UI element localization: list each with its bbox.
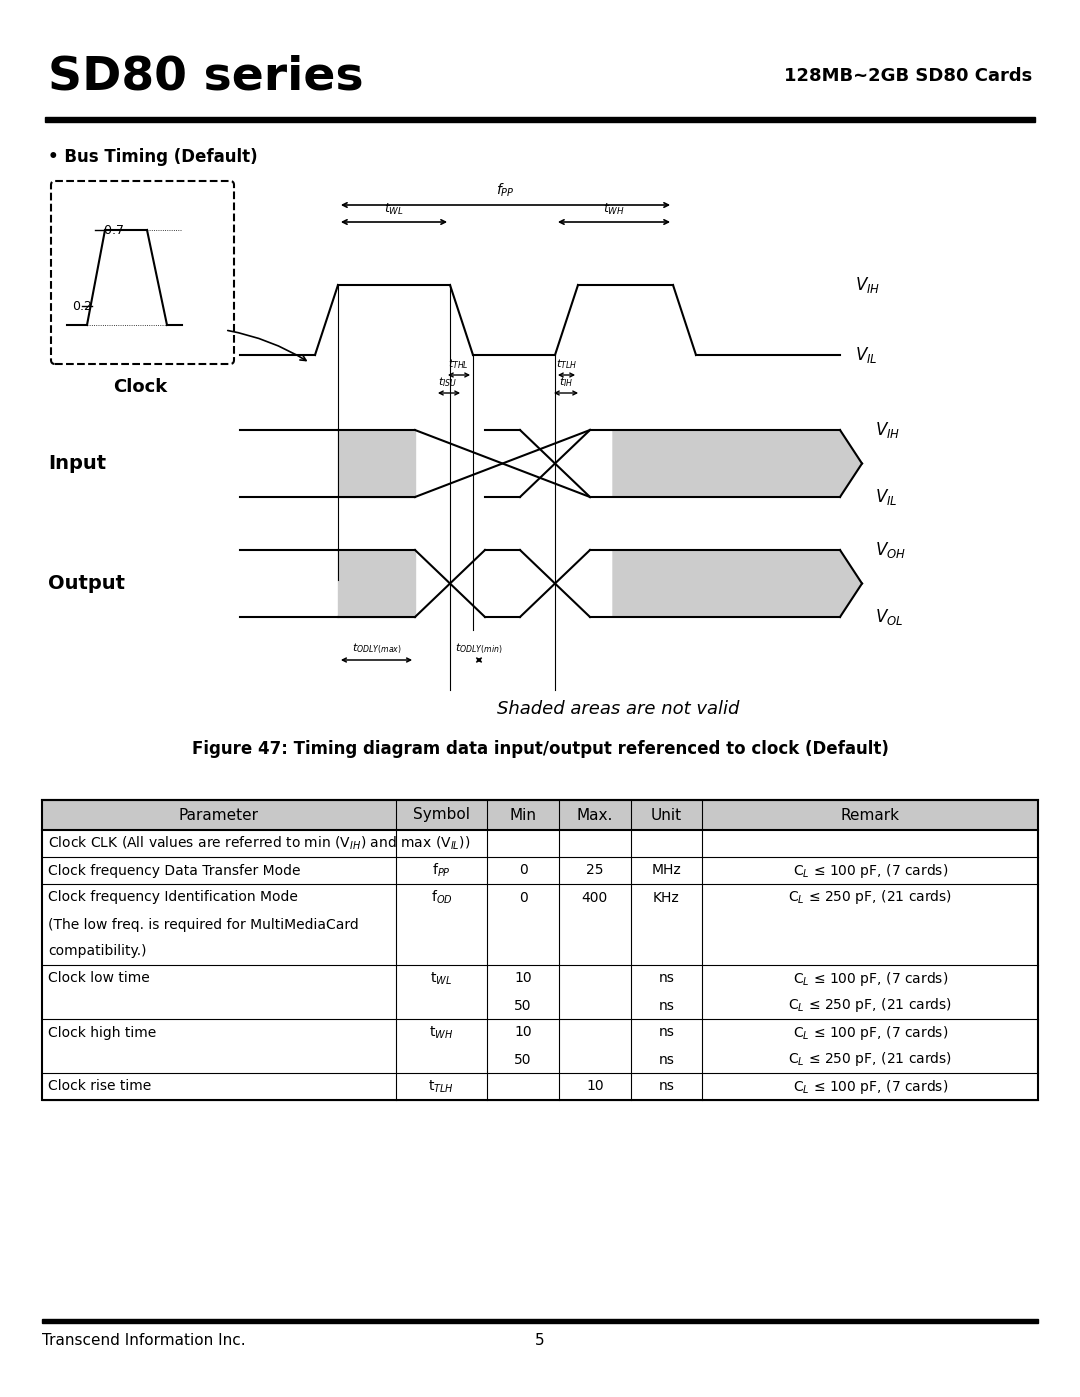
Text: 0.7: 0.7 <box>100 224 124 236</box>
Text: $V_{IL}$: $V_{IL}$ <box>855 345 878 365</box>
Polygon shape <box>613 430 862 497</box>
Text: Max.: Max. <box>577 807 613 823</box>
Text: Symbol: Symbol <box>413 807 470 823</box>
Text: 0: 0 <box>518 890 527 904</box>
Bar <box>42 830 1038 856</box>
Text: $t_{ODLY(max)}$: $t_{ODLY(max)}$ <box>351 641 402 657</box>
Bar <box>42 856 1038 884</box>
Bar <box>45 117 1035 122</box>
Text: Min: Min <box>510 807 537 823</box>
Text: Clock high time: Clock high time <box>48 1025 157 1039</box>
Text: t$_{TLH}$: t$_{TLH}$ <box>429 1078 455 1095</box>
Text: Clock frequency Identification Mode: Clock frequency Identification Mode <box>48 890 298 904</box>
Text: 10: 10 <box>514 971 531 985</box>
Bar <box>338 430 415 497</box>
Text: $f_{PP}$: $f_{PP}$ <box>496 182 515 198</box>
Text: Clock: Clock <box>113 379 167 395</box>
Text: Unit: Unit <box>651 807 683 823</box>
Text: • Bus Timing (Default): • Bus Timing (Default) <box>48 148 258 166</box>
Text: $V_{OL}$: $V_{OL}$ <box>875 608 903 627</box>
Text: 10: 10 <box>586 1080 604 1094</box>
Text: t$_{WL}$: t$_{WL}$ <box>431 971 453 986</box>
Text: 0.2: 0.2 <box>72 299 92 313</box>
Text: 0: 0 <box>518 863 527 877</box>
Text: Remark: Remark <box>840 807 900 823</box>
Text: 50: 50 <box>514 1052 531 1066</box>
Text: Parameter: Parameter <box>179 807 259 823</box>
Bar <box>42 937 1038 965</box>
Text: $t_{IH}$: $t_{IH}$ <box>558 376 573 388</box>
Bar <box>42 965 1038 992</box>
Text: Clock frequency Data Transfer Mode: Clock frequency Data Transfer Mode <box>48 863 300 877</box>
Text: ns: ns <box>659 971 674 985</box>
Bar <box>42 1018 1038 1046</box>
Text: $t_{TLH}$: $t_{TLH}$ <box>556 358 577 372</box>
Bar <box>42 884 1038 911</box>
Text: 50: 50 <box>514 999 531 1013</box>
Text: $V_{IH}$: $V_{IH}$ <box>875 420 901 440</box>
Text: $t_{WH}$: $t_{WH}$ <box>603 203 625 217</box>
Text: C$_L$ ≤ 250 pF, (21 cards): C$_L$ ≤ 250 pF, (21 cards) <box>788 1051 953 1069</box>
Text: ns: ns <box>659 1080 674 1094</box>
Text: MHz: MHz <box>651 863 681 877</box>
Text: C$_L$ ≤ 250 pF, (21 cards): C$_L$ ≤ 250 pF, (21 cards) <box>788 888 953 907</box>
Bar <box>42 800 1038 830</box>
Text: Clock CLK (All values are referred to min (V$_{IH}$) and max (V$_{IL}$)): Clock CLK (All values are referred to mi… <box>48 835 471 852</box>
Text: C$_L$ ≤ 100 pF, (7 cards): C$_L$ ≤ 100 pF, (7 cards) <box>793 1077 948 1095</box>
Text: C$_L$ ≤ 250 pF, (21 cards): C$_L$ ≤ 250 pF, (21 cards) <box>788 996 953 1014</box>
Bar <box>42 911 1038 937</box>
Text: Transcend Information Inc.: Transcend Information Inc. <box>42 1333 245 1348</box>
Bar <box>42 1073 1038 1099</box>
Text: 25: 25 <box>586 863 604 877</box>
Text: C$_L$ ≤ 100 pF, (7 cards): C$_L$ ≤ 100 pF, (7 cards) <box>793 1024 948 1042</box>
Text: $V_{IL}$: $V_{IL}$ <box>875 488 897 507</box>
Text: (The low freq. is required for MultiMediaCard: (The low freq. is required for MultiMedi… <box>48 918 359 932</box>
Text: $V_{IH}$: $V_{IH}$ <box>855 275 880 295</box>
Text: SD80 series: SD80 series <box>48 54 364 101</box>
Text: $t_{ISU}$: $t_{ISU}$ <box>438 376 458 388</box>
Text: ns: ns <box>659 1025 674 1039</box>
Text: 5: 5 <box>536 1333 544 1348</box>
Text: t$_{WH}$: t$_{WH}$ <box>429 1024 454 1041</box>
Bar <box>42 1046 1038 1073</box>
Text: $t_{WL}$: $t_{WL}$ <box>384 203 404 217</box>
Text: 10: 10 <box>514 1025 531 1039</box>
Text: $t_{ODLY(min)}$: $t_{ODLY(min)}$ <box>455 641 503 657</box>
Text: ns: ns <box>659 1052 674 1066</box>
Text: Clock low time: Clock low time <box>48 971 150 985</box>
Text: KHz: KHz <box>653 890 680 904</box>
Text: Input: Input <box>48 454 106 474</box>
Text: 400: 400 <box>582 890 608 904</box>
Bar <box>42 992 1038 1018</box>
Text: f$_{PP}$: f$_{PP}$ <box>432 862 450 879</box>
Text: f$_{OD}$: f$_{OD}$ <box>431 888 453 907</box>
Bar <box>42 1319 1038 1323</box>
Text: Shaded areas are not valid: Shaded areas are not valid <box>497 700 739 718</box>
Text: Figure 47: Timing diagram data input/output referenced to clock (Default): Figure 47: Timing diagram data input/out… <box>191 740 889 759</box>
Text: ns: ns <box>659 999 674 1013</box>
Text: 128MB~2GB SD80 Cards: 128MB~2GB SD80 Cards <box>784 67 1032 85</box>
Text: Clock rise time: Clock rise time <box>48 1080 151 1094</box>
Text: $V_{OH}$: $V_{OH}$ <box>875 541 906 560</box>
Polygon shape <box>613 550 862 617</box>
Text: C$_L$ ≤ 100 pF, (7 cards): C$_L$ ≤ 100 pF, (7 cards) <box>793 862 948 880</box>
Text: compatibility.): compatibility.) <box>48 944 147 958</box>
Bar <box>42 800 1038 1099</box>
Text: $t_{THL}$: $t_{THL}$ <box>448 358 469 372</box>
Bar <box>338 550 415 617</box>
Text: Output: Output <box>48 574 125 592</box>
Text: C$_L$ ≤ 100 pF, (7 cards): C$_L$ ≤ 100 pF, (7 cards) <box>793 970 948 988</box>
